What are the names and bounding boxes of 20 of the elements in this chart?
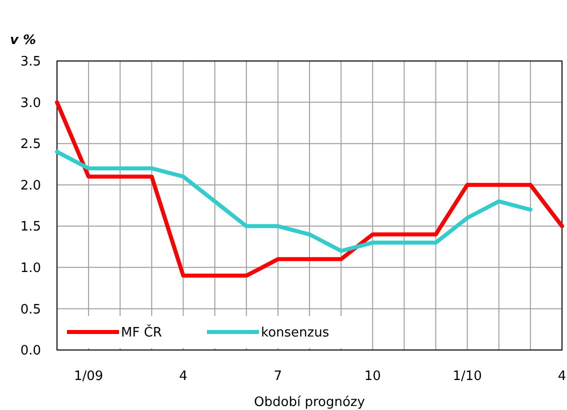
- y-tick-label: 1.0: [20, 260, 41, 276]
- y-tick-label: 2.5: [20, 137, 41, 152]
- x-tick-label: 1/10: [452, 369, 482, 384]
- x-tick-label: 1/09: [74, 369, 104, 384]
- x-tick-label: 10: [364, 369, 381, 384]
- y-tick-label: 3.0: [20, 96, 41, 111]
- legend-label: MF ČR: [121, 324, 162, 341]
- y-tick-label: 0.5: [20, 302, 41, 318]
- x-tick-label: 4: [179, 369, 188, 384]
- line-series: [55, 100, 564, 278]
- y-tick-label: 3.5: [20, 54, 41, 70]
- y-axis-title: v %: [10, 33, 36, 48]
- x-tick-label: 7: [274, 369, 282, 384]
- x-axis-title: Období prognózy: [254, 395, 366, 410]
- legend-label: konsenzus: [261, 326, 330, 341]
- y-tick-label: 2.0: [20, 178, 41, 194]
- y-tick-label: 0.0: [20, 344, 41, 359]
- x-tick-label: 4: [558, 369, 566, 384]
- line-series: [55, 150, 532, 253]
- y-tick-label: 1.5: [20, 220, 41, 235]
